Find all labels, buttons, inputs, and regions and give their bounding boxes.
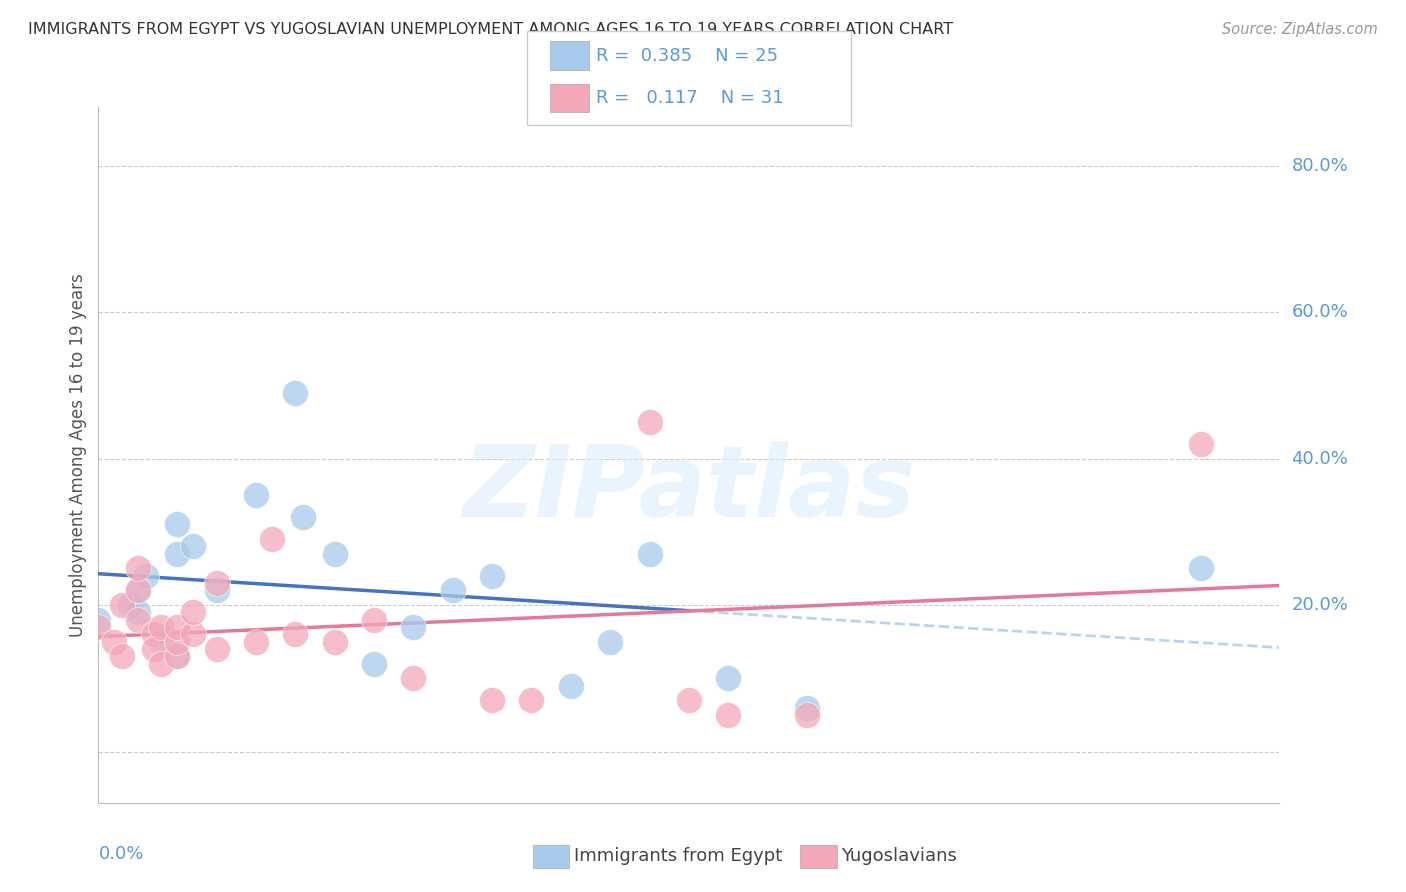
Point <box>166 620 188 634</box>
Point <box>599 634 621 648</box>
Text: 20.0%: 20.0% <box>1291 596 1348 614</box>
Point <box>205 576 228 591</box>
Point <box>150 620 173 634</box>
Point <box>245 634 267 648</box>
Point <box>796 707 818 722</box>
Point <box>796 700 818 714</box>
Point <box>166 649 188 664</box>
Text: Yugoslavians: Yugoslavians <box>841 847 956 865</box>
Point <box>638 415 661 429</box>
Point <box>205 642 228 657</box>
Text: IMMIGRANTS FROM EGYPT VS YUGOSLAVIAN UNEMPLOYMENT AMONG AGES 16 TO 19 YEARS CORR: IMMIGRANTS FROM EGYPT VS YUGOSLAVIAN UNE… <box>28 22 953 37</box>
Point <box>142 642 165 657</box>
Point <box>127 606 149 620</box>
Point <box>150 657 173 671</box>
Point <box>135 568 157 582</box>
Point <box>323 634 346 648</box>
Point <box>284 385 307 400</box>
Point <box>166 634 188 648</box>
Point <box>127 613 149 627</box>
Point <box>118 598 141 612</box>
Point <box>181 627 204 641</box>
Point <box>166 517 188 532</box>
Text: 80.0%: 80.0% <box>1291 157 1348 175</box>
Text: ZIPatlas: ZIPatlas <box>463 442 915 538</box>
Point <box>111 598 134 612</box>
Point <box>481 568 503 582</box>
Point <box>363 657 385 671</box>
Text: R =  0.385    N = 25: R = 0.385 N = 25 <box>596 46 779 65</box>
Point <box>481 693 503 707</box>
Text: 40.0%: 40.0% <box>1291 450 1348 467</box>
Point <box>717 707 740 722</box>
Point <box>520 693 543 707</box>
Point <box>142 627 165 641</box>
Point <box>181 606 204 620</box>
Text: R =   0.117    N = 31: R = 0.117 N = 31 <box>596 89 783 107</box>
Text: Immigrants from Egypt: Immigrants from Egypt <box>574 847 782 865</box>
Point <box>323 547 346 561</box>
Text: Source: ZipAtlas.com: Source: ZipAtlas.com <box>1222 22 1378 37</box>
Point <box>111 649 134 664</box>
Point <box>292 510 315 524</box>
Y-axis label: Unemployment Among Ages 16 to 19 years: Unemployment Among Ages 16 to 19 years <box>69 273 87 637</box>
Point <box>284 627 307 641</box>
Point <box>363 613 385 627</box>
Point <box>87 613 110 627</box>
Text: 0.0%: 0.0% <box>98 845 143 863</box>
Point <box>1189 437 1212 451</box>
Point <box>166 649 188 664</box>
Point <box>181 540 204 554</box>
Point <box>205 583 228 598</box>
Point <box>1189 561 1212 575</box>
Point <box>245 488 267 502</box>
Point <box>638 547 661 561</box>
Point <box>441 583 464 598</box>
Point <box>103 634 125 648</box>
Point <box>127 583 149 598</box>
Point <box>260 532 283 546</box>
Point <box>87 620 110 634</box>
Point <box>166 547 188 561</box>
Point <box>127 583 149 598</box>
Point <box>402 620 425 634</box>
Point <box>150 634 173 648</box>
Point <box>127 561 149 575</box>
Point <box>717 671 740 685</box>
Text: 60.0%: 60.0% <box>1291 303 1348 321</box>
Point <box>560 679 582 693</box>
Point <box>678 693 700 707</box>
Point <box>402 671 425 685</box>
